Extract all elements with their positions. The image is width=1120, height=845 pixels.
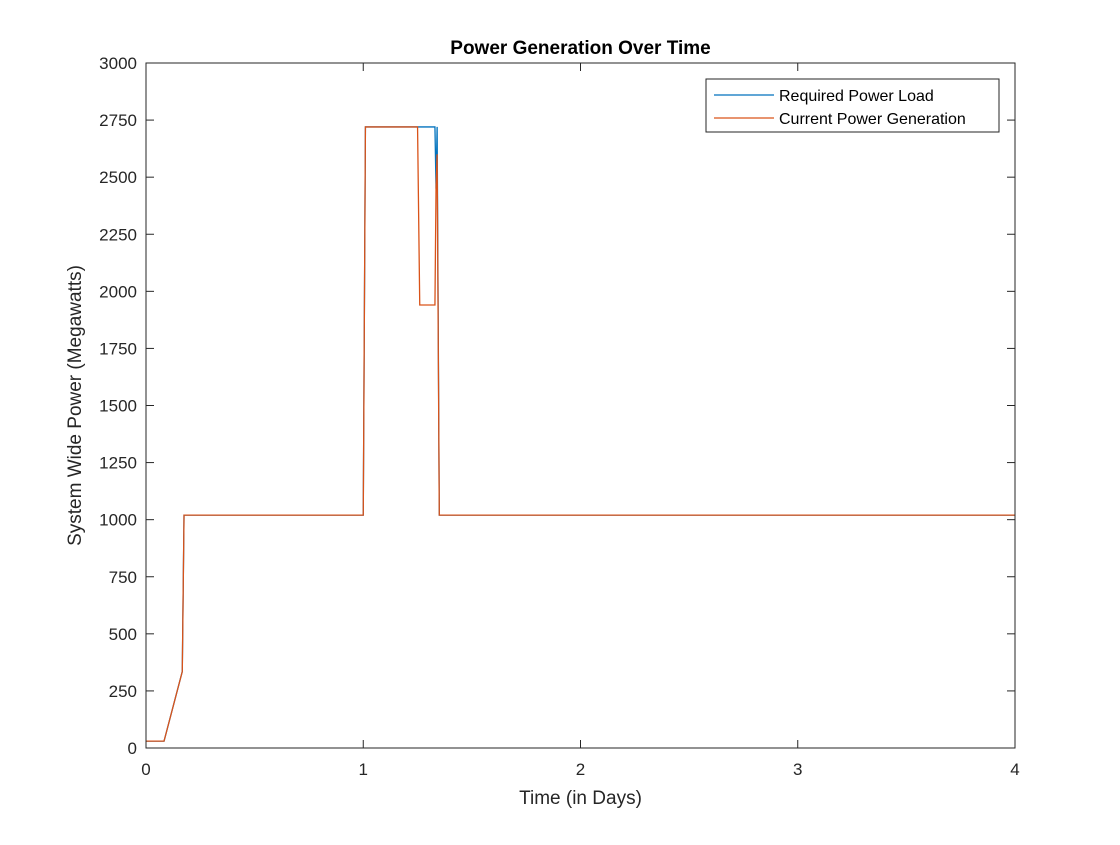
y-tick-label: 2000 xyxy=(99,282,137,301)
y-tick-label: 2750 xyxy=(99,111,137,130)
legend-box xyxy=(705,78,1000,133)
legend: Required Power Load Current Power Generat… xyxy=(705,78,1000,133)
y-tick-label: 500 xyxy=(109,625,137,644)
y-axis-label: System Wide Power (Megawatts) xyxy=(65,265,86,546)
y-tick-label: 750 xyxy=(109,568,137,587)
series-line-current-power-generation xyxy=(146,126,1015,742)
x-axis-ticks: 0 1 2 3 4 xyxy=(141,63,1020,779)
plot-area xyxy=(146,63,1015,748)
y-tick-label: 0 xyxy=(128,739,137,758)
chart-title: Power Generation Over Time xyxy=(450,38,710,59)
x-tick-label: 3 xyxy=(793,760,802,779)
series-layer xyxy=(146,126,1015,742)
x-tick-label: 0 xyxy=(141,760,150,779)
legend-entry-label: Current Power Generation xyxy=(779,111,966,128)
legend-entry-label: Required Power Load xyxy=(779,88,934,105)
x-axis-label: Time (in Days) xyxy=(519,788,642,809)
y-tick-label: 2250 xyxy=(99,225,137,244)
y-tick-label: 1000 xyxy=(99,511,137,530)
y-tick-label: 2500 xyxy=(99,168,137,187)
y-axis-ticks: 0 250 500 750 1000 1250 1500 1750 2000 2250 2500 27… xyxy=(99,54,1015,758)
x-tick-label: 4 xyxy=(1010,760,1019,779)
y-tick-label: 3000 xyxy=(99,54,137,73)
y-tick-label: 250 xyxy=(109,682,137,701)
x-tick-label: 2 xyxy=(576,760,585,779)
y-tick-label: 1500 xyxy=(99,397,137,416)
x-tick-label: 1 xyxy=(359,760,368,779)
y-tick-label: 1750 xyxy=(99,339,137,358)
y-tick-label: 1250 xyxy=(99,454,137,473)
